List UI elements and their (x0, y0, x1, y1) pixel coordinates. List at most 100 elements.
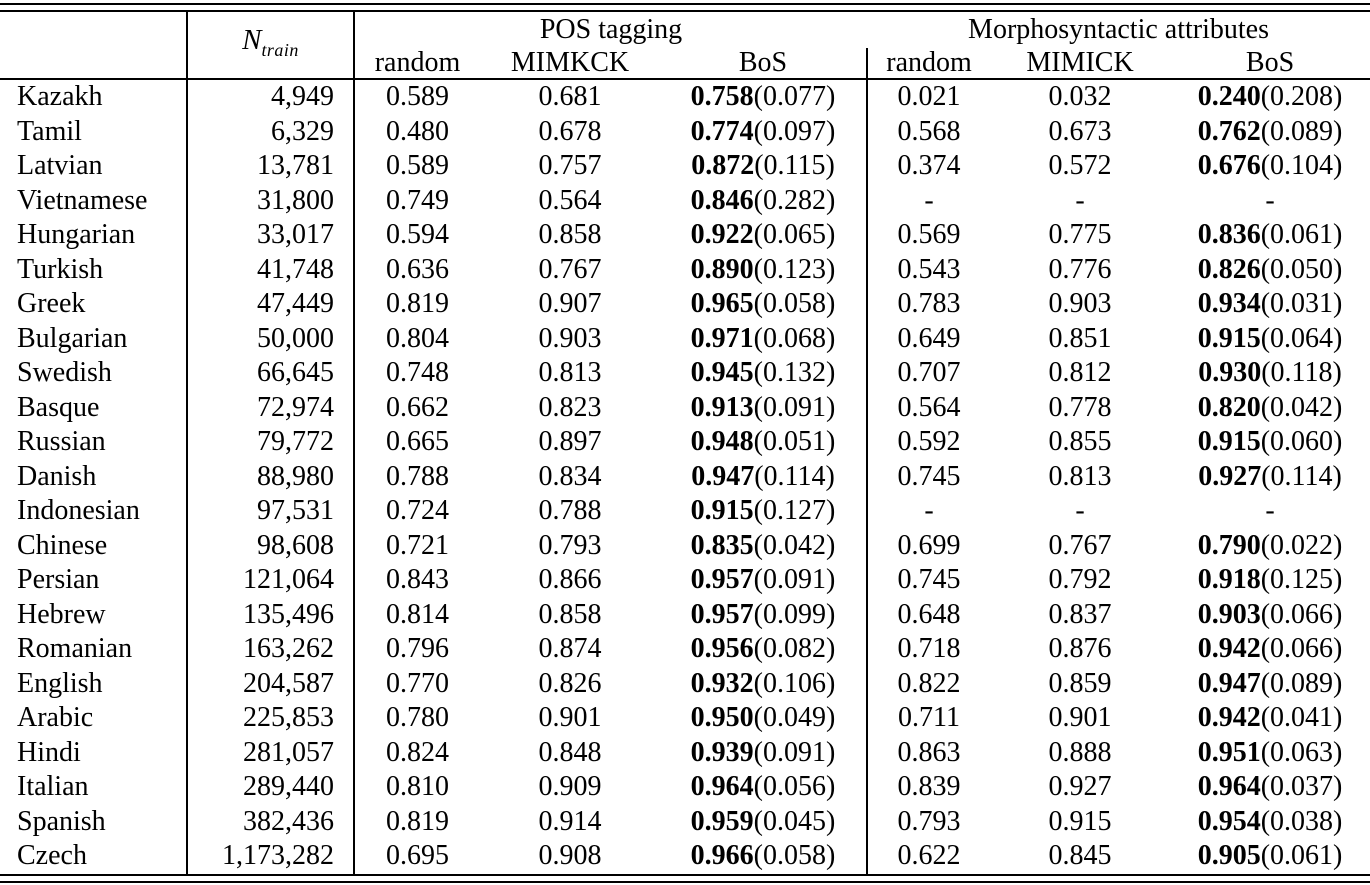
pos-bos-cell: 0.957(0.091) (660, 563, 869, 598)
morph-random-cell: 0.863 (897, 736, 961, 768)
morph-mimick-cell: 0.859 (1048, 667, 1112, 699)
morph-random-cell: 0.021 (897, 81, 961, 112)
pos-random-cell: 0.480 (386, 115, 449, 147)
bos-score: 0.922 (690, 219, 754, 250)
ntrain-cell: 281,057 (187, 735, 355, 770)
bos-std: (0.041) (1260, 702, 1343, 733)
bos-score: 0.942 (1197, 633, 1261, 664)
ntrain-cell: 13,781 (187, 149, 355, 184)
bos-std: (0.031) (1260, 288, 1343, 319)
bos-score: 0.957 (690, 598, 754, 630)
morph-random-cell: 0.569 (897, 219, 961, 250)
pos-bos-cell: 0.915(0.127) (660, 494, 869, 529)
pos-bos-cell: 0.835(0.042) (660, 528, 869, 563)
morph-random-cell: 0.648 (897, 598, 961, 630)
bos-std: (0.089) (1260, 115, 1343, 147)
bos-std: (0.114) (1261, 460, 1342, 492)
pos-mimick-header: MIMKCK (480, 48, 660, 80)
bos-score: 0.947 (1197, 667, 1261, 699)
morph-random-cell: 0.707 (897, 357, 961, 388)
bos-std: (0.042) (1260, 391, 1343, 423)
ntrain-cell: 50,000 (187, 321, 355, 356)
pos-bos-cell: 0.774(0.097) (660, 114, 869, 149)
bos-score: 0.939 (690, 736, 754, 768)
bos-std: (0.060) (1260, 426, 1343, 457)
pos-mimick-cell: 0.903 (538, 322, 602, 354)
table-row: Italian 289,440 0.810 0.909 0.964(0.056) 0.83… (0, 770, 1370, 805)
pos-mimick-cell: 0.813 (538, 357, 602, 388)
pos-bos-cell: 0.964(0.056) (660, 770, 869, 805)
bos-score: 0.905 (1197, 840, 1261, 871)
pos-random-cell: 0.636 (386, 253, 449, 285)
morph-random-cell: - (924, 184, 934, 216)
ntrain-cell: 33,017 (187, 218, 355, 253)
morph-random-cell: 0.699 (897, 529, 961, 561)
pos-mimick-cell: 0.848 (538, 736, 602, 768)
bos-std: (0.082) (753, 633, 836, 664)
morph-mimick-cell: 0.812 (1048, 357, 1112, 388)
morph-random-cell: 0.543 (897, 253, 961, 285)
language-cell: Turkish (0, 252, 188, 287)
morph-bos-cell: - (1170, 184, 1370, 219)
ntrain-cell: 98,608 (187, 528, 355, 563)
pos-bos-cell: 0.872(0.115) (660, 149, 869, 184)
morph-mimick-header: MIMICK (990, 48, 1171, 80)
morph-bos-cell: 0.790(0.022) (1170, 529, 1370, 564)
morph-mimick-cell: - (1075, 184, 1085, 216)
bos-std: (0.049) (753, 702, 836, 733)
morph-random-cell: - (924, 495, 934, 526)
bos-score: 0.932 (690, 667, 754, 699)
morph-random-cell: 0.745 (897, 460, 961, 492)
morph-mimick-cell: 0.767 (1048, 529, 1112, 561)
pos-mimick-cell: 0.678 (538, 115, 602, 147)
morph-mimick-cell: 0.775 (1048, 219, 1112, 250)
morph-mimick-cell: 0.673 (1048, 115, 1112, 147)
pos-bos-cell: 0.922(0.065) (660, 218, 869, 253)
bos-score: 0.846 (690, 184, 754, 216)
morph-mimick-cell: 0.915 (1048, 805, 1112, 837)
pos-random-cell: 0.662 (386, 391, 449, 423)
pos-bos-cell: 0.945(0.132) (660, 356, 869, 391)
bos-std: (0.064) (1260, 322, 1343, 354)
pos-random-cell: 0.819 (386, 288, 449, 319)
pos-bos-cell: 0.846(0.282) (660, 183, 869, 218)
table-row: Russian 79,772 0.665 0.897 0.948(0.051) 0.592… (0, 425, 1370, 460)
pos-random-cell: 0.589 (386, 150, 449, 181)
ntrain-cell: 289,440 (187, 770, 355, 805)
pos-bos-cell: 0.950(0.049) (660, 701, 869, 736)
bos-score: 0.676 (1197, 150, 1261, 181)
morph-bos-cell: 0.240(0.208) (1170, 79, 1370, 115)
bos-std: (0.065) (753, 219, 836, 250)
bos-score: 0.957 (690, 564, 754, 595)
ntrain-cell: 72,974 (187, 390, 355, 425)
bos-std: (0.068) (753, 322, 836, 354)
pos-random-cell: 0.814 (386, 598, 449, 630)
bos-score: 0.956 (690, 633, 754, 664)
pos-bos-cell: 0.758(0.077) (660, 79, 869, 115)
pos-random-cell: 0.665 (386, 426, 449, 457)
morph-bos-cell: 0.964(0.037) (1170, 770, 1370, 805)
morph-random-cell: 0.783 (897, 288, 961, 319)
bos-score: 0.927 (1198, 460, 1262, 492)
language-cell: Persian (0, 563, 188, 598)
pos-bos-cell: 0.959(0.045) (660, 804, 869, 839)
table-row: Arabic 225,853 0.780 0.901 0.950(0.049) 0.711… (0, 701, 1370, 736)
bos-score: 0.915 (1197, 426, 1261, 457)
pos-random-cell: 0.770 (386, 667, 449, 699)
bos-std: (0.091) (753, 391, 836, 423)
bos-score: 0.913 (690, 391, 754, 423)
ntrain-cell: 97,531 (187, 494, 355, 529)
table-row: Hindi 281,057 0.824 0.848 0.939(0.091) 0.863 0… (0, 735, 1370, 770)
ntrain-symbol: Ntrain (242, 24, 299, 60)
morph-mimick-cell: 0.876 (1048, 633, 1112, 664)
pos-bos-cell: 0.948(0.051) (660, 425, 869, 460)
bos-score: 0.934 (1197, 288, 1261, 319)
morph-bos-cell: 0.905(0.061) (1170, 839, 1370, 875)
bos-score: 0.945 (690, 357, 754, 388)
morph-random-cell: 0.839 (897, 771, 961, 802)
pos-bos-cell: 0.947(0.114) (660, 459, 869, 494)
bos-score: 0.950 (690, 702, 754, 733)
morph-random-cell: 0.374 (897, 150, 961, 181)
pos-tagging-group-header: POS tagging (539, 14, 683, 45)
ntrain-cell: 31,800 (187, 183, 355, 218)
